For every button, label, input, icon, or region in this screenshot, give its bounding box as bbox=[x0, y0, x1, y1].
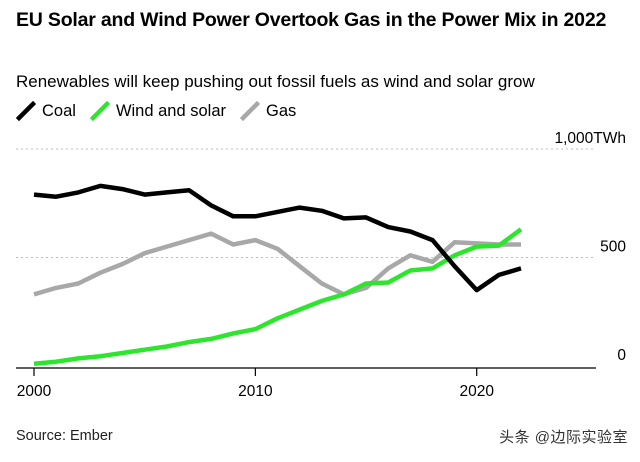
source-note: Source: Ember bbox=[16, 428, 113, 444]
y-tick-label-0: 0 bbox=[617, 347, 626, 364]
y-tick-label-1000: 1,000TWh bbox=[554, 130, 626, 147]
legend-swatch-wind-solar bbox=[89, 101, 110, 121]
chart-title: EU Solar and Wind Power Overtook Gas in … bbox=[16, 9, 607, 31]
legend-item-wind-solar: Wind and solar bbox=[89, 98, 226, 124]
x-tick-label-2010: 2010 bbox=[238, 383, 273, 400]
legend-item-coal: Coal bbox=[16, 98, 76, 124]
legend-label-gas: Gas bbox=[266, 102, 297, 120]
series-line-coal bbox=[33, 183, 522, 293]
legend-swatch-coal bbox=[16, 101, 36, 121]
series-line-gas bbox=[33, 231, 521, 297]
chart-legend: Coal Wind and solar Gas bbox=[16, 98, 310, 124]
legend-item-gas: Gas bbox=[240, 98, 296, 124]
legend-swatch-gas bbox=[240, 101, 260, 121]
x-tick-label-2000: 2000 bbox=[17, 383, 52, 400]
legend-label-coal: Coal bbox=[42, 102, 76, 120]
line-chart: 2000 2010 2020 0 500 1,000TWh bbox=[16, 130, 626, 400]
x-tick-label-2020: 2020 bbox=[459, 383, 494, 400]
legend-label-wind-solar: Wind and solar bbox=[115, 102, 226, 120]
watermark: 头条 @边际实验室 bbox=[499, 429, 628, 446]
chart-subtitle: Renewables will keep pushing out fossil … bbox=[16, 72, 535, 91]
y-tick-label-500: 500 bbox=[600, 239, 626, 256]
series-line-wind-and-solar bbox=[33, 227, 523, 367]
